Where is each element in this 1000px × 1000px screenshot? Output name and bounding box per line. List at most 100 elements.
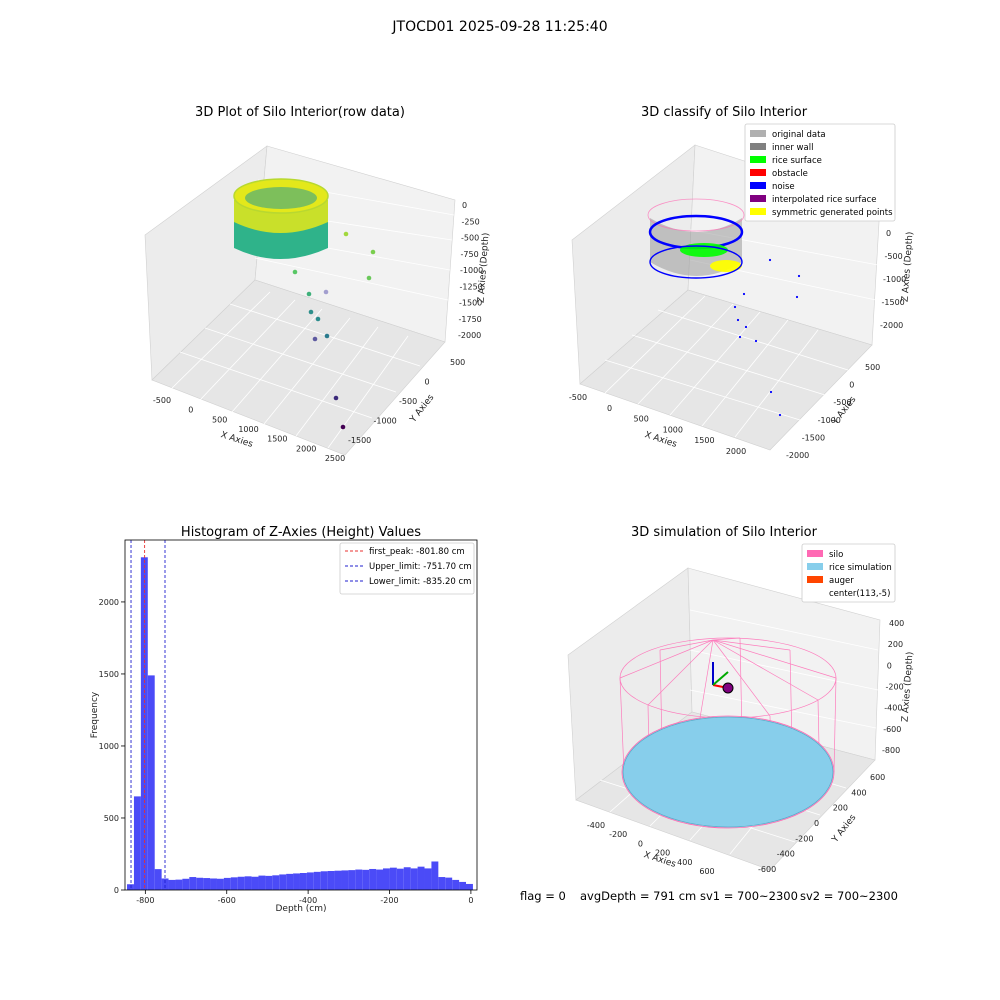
cls-pink-rim [647,198,745,232]
hist-bar [362,869,370,890]
noise-point [738,335,742,339]
legend-swatch [750,156,766,163]
sim-y-tick: 0 [814,819,819,828]
sim-x-tick: 0 [638,839,643,848]
sim-silo-bottom [621,715,835,829]
raw-grid [169,179,455,449]
auger-head [722,682,734,694]
legend-swatch [750,143,766,150]
hist-y-tick: 500 [104,814,119,823]
raw-point [366,275,372,281]
legend-box [801,543,896,603]
legend-swatch [750,130,766,137]
sim-y-tick: 200 [833,804,848,813]
raw-x-tick: 1500 [267,435,287,444]
hist-bar [189,877,197,890]
raw-x-tick: 2000 [296,444,316,453]
cls-z-tick: -500 [885,252,903,261]
raw-zlabel: Z Axies (Depth) [477,232,492,303]
legend-swatch [750,195,766,202]
legend-swatch [807,563,823,570]
sim-y-tick: -600 [758,865,776,874]
hist-axes-frame [124,539,478,891]
cls-z-tick: -1500 [882,298,905,307]
sim-z-tick: 400 [889,619,904,628]
hist-bar [424,868,432,890]
hist-bar [127,884,134,890]
legend-label: inner wall [772,143,813,153]
hist-bar [313,871,321,890]
raw-point [308,309,314,315]
legend-swatch [807,550,823,557]
raw-point [370,249,376,255]
legend-swatch [807,576,823,583]
hist-bar [334,870,342,890]
cls-bottom-ring [649,245,743,279]
sim-y-tick: -200 [795,834,813,843]
sim-z-tick: -800 [882,746,900,755]
hist-bar [293,873,300,890]
cls-x-tick: 1000 [663,425,683,434]
legend-label: auger [829,576,854,586]
raw-x-tick: 1000 [238,425,258,434]
legend-label: interpolated rice surface [772,195,877,205]
hist-y-tick: 2000 [99,598,119,607]
panel-raw-3d: 3D Plot of Silo Interior(row data) -500 0… [144,105,492,463]
cls-symmetric-points [710,260,742,272]
hist-bar [230,877,238,890]
sim-zlabel: Z Axies (Depth) [901,651,916,722]
raw-y-tick: 0 [425,378,430,387]
hist-bar [417,866,425,890]
noise-point [754,339,758,343]
cls-pane-floor [579,289,873,451]
hist-bar [223,877,231,890]
hist-bar [196,877,204,890]
hist-bar [265,875,273,890]
hist-ylabel: Frequency [90,691,100,738]
sim-z-tick: 0 [887,661,892,670]
raw-z-tick: -1000 [460,266,483,275]
hist-bar [320,871,328,890]
hist-bar [410,868,418,890]
sim-silo-left-edge [619,677,625,773]
noise-point [742,292,746,296]
cls-x-tick: 0 [607,404,612,413]
sim-z-tick: -400 [884,704,902,713]
cls-y-tick: -1500 [802,433,825,442]
sim-y-tick: 600 [870,773,885,782]
hist-legend: first_peak: -801.80 cm Upper_limit: -751.… [339,542,475,595]
cls-noise-points [733,258,801,417]
cls-tick-labels: -500 0 500 1000 1500 2000 500 0 -500 -1000 -1500 -2… [569,229,906,460]
sim-x-tick: -400 [587,821,605,830]
hist-bar [459,881,467,890]
sim-z-tick: -600 [883,725,901,734]
raw-x-tick: 2500 [325,454,345,463]
hist-y-tick: 1500 [99,670,119,679]
noise-point [768,258,772,262]
cls-x-tick: 500 [634,415,649,424]
raw-point [292,269,298,275]
hist-x-tick: 0 [468,896,473,905]
legend-swatch [750,208,766,215]
hist-y-tick: 0 [114,886,119,895]
cls-zlabel: Z Axies (Depth) [901,231,916,302]
hist-bar [369,868,377,890]
legend-swatch [750,182,766,189]
legend-label: symmetric generated points [772,208,893,218]
sim-y-tick: -400 [777,850,795,859]
noise-point [744,325,748,329]
hist-bar [210,878,217,890]
hist-x-tick: -400 [299,896,317,905]
panel-classify-title: 3D classify of Silo Interior [641,105,808,120]
hist-bar [348,870,356,890]
legend-label: obstacle [772,169,808,179]
sim-silo-roof [619,637,837,719]
raw-silo-interior [245,187,317,209]
raw-y-tick: -1500 [348,436,371,445]
hist-bar [147,675,155,890]
noise-point [736,318,740,322]
sim-title: 3D simulation of Silo Interior [631,525,818,540]
hist-bar [452,879,460,890]
legend-box [744,123,896,222]
hist-bar [383,868,390,890]
